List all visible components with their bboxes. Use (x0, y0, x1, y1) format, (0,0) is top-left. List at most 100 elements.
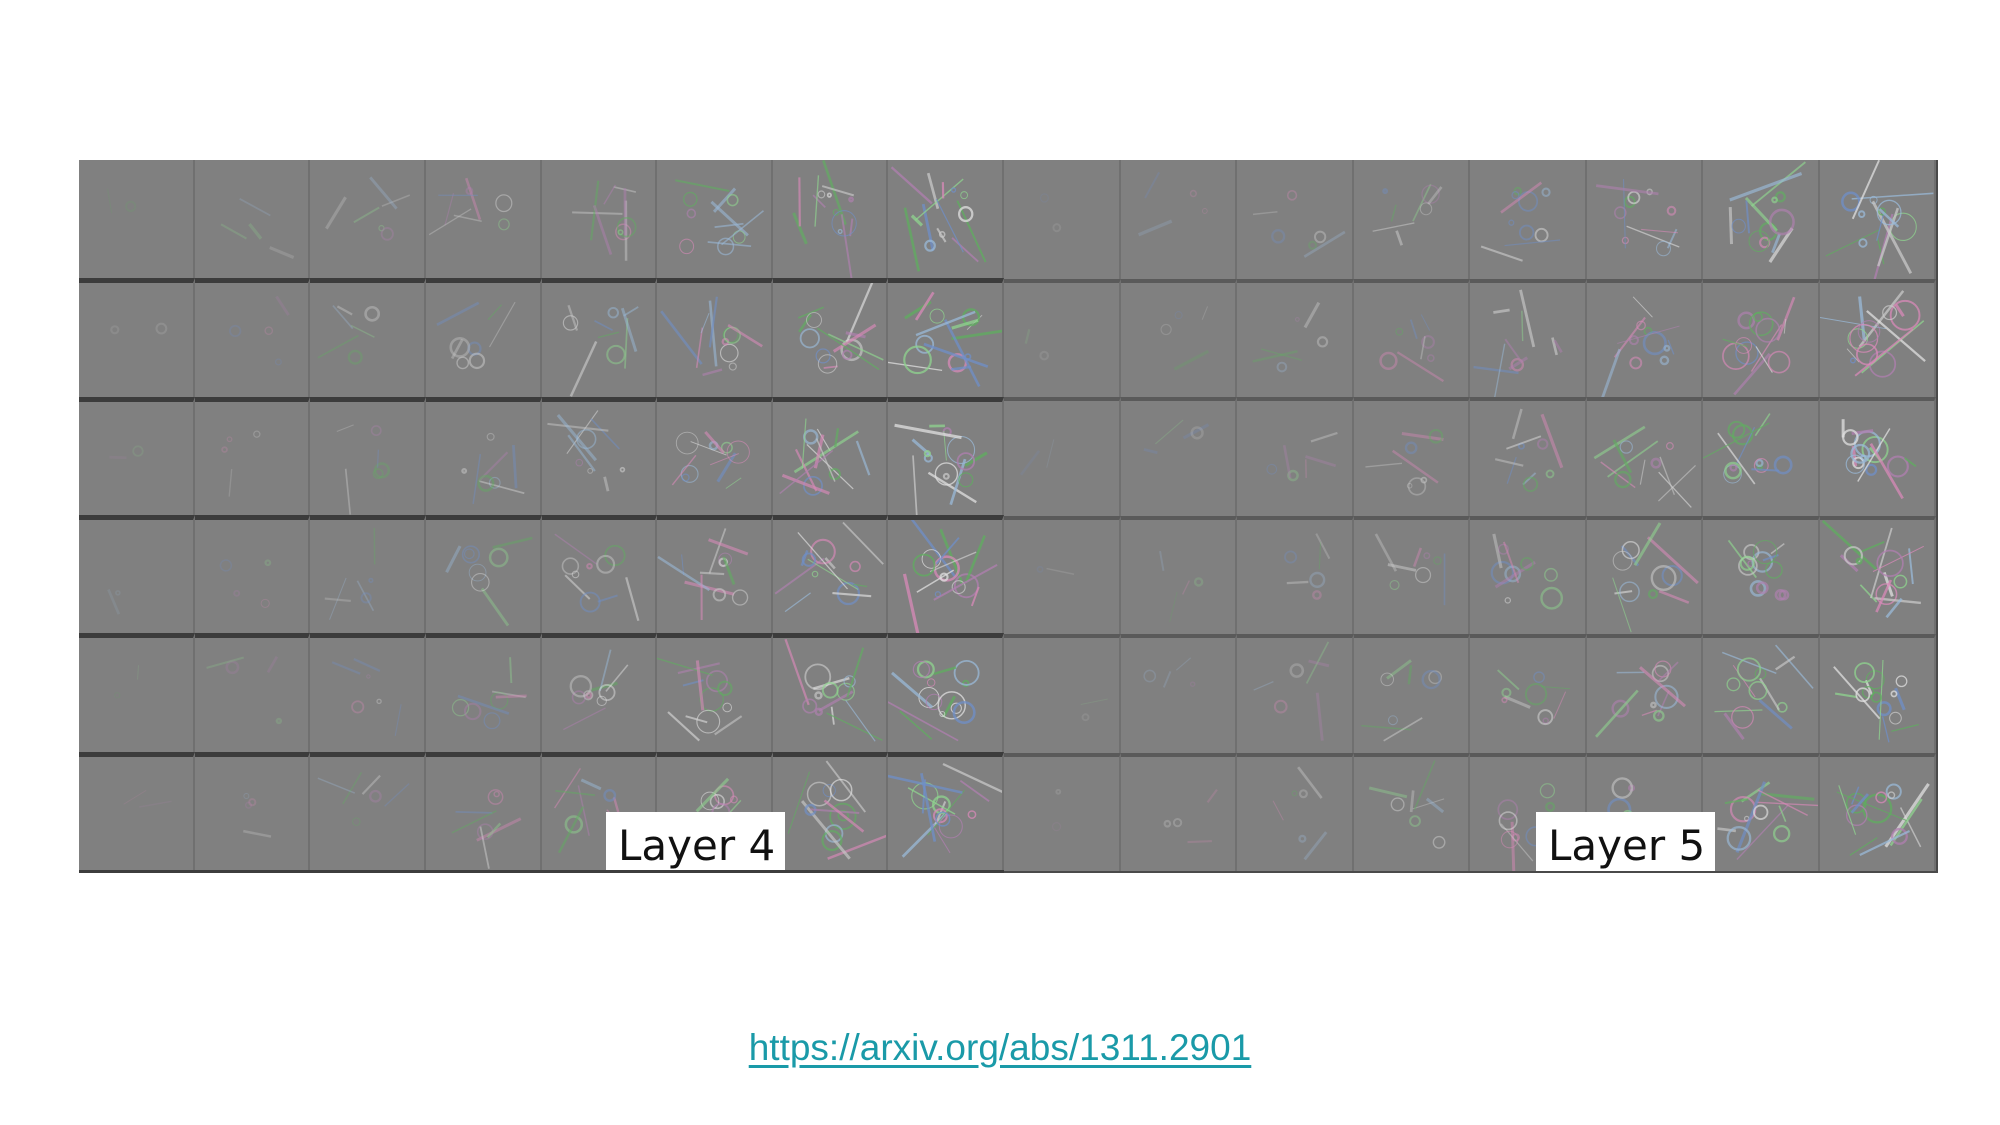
layer-4-texture-stroke (660, 310, 703, 366)
layer-4-texture-blob (967, 809, 977, 819)
layer-4-tile-texture (109, 445, 144, 459)
layer-5-texture-stroke (1168, 591, 1178, 622)
layer-5-texture-stroke (1521, 310, 1524, 341)
layer-5-texture-blob (1753, 539, 1778, 564)
layer-4-texture-stroke (238, 198, 271, 217)
layer-4-tile-texture (107, 588, 121, 615)
layer-4-texture-stroke (604, 664, 628, 693)
layer-4-texture-blob (717, 237, 735, 256)
layer-5-texture-stroke (1724, 797, 1749, 804)
layer-4-texture-stroke (944, 319, 981, 388)
layer-5-tile-texture (1600, 296, 1680, 397)
layer-5-tile-texture (1160, 305, 1209, 371)
layer-5-texture-blob (1522, 476, 1539, 493)
layer-4-texture-stroke (107, 588, 121, 615)
layer-5-grid (1004, 160, 1936, 871)
layer-5-texture-blob (1853, 662, 1875, 683)
layer-4-texture-stroke (353, 206, 380, 224)
layer-4-texture-blob (226, 436, 233, 442)
layer-5-texture-stroke (1776, 296, 1796, 341)
layer-4-texture-blob (220, 445, 228, 453)
layer-4-texture-stroke (821, 185, 854, 197)
layer-5-tile (1470, 278, 1587, 397)
layer-4-texture-blob (954, 660, 980, 687)
layer-4-tile-texture (114, 665, 140, 699)
layer-5-texture-blob (1726, 677, 1741, 692)
layer-4-texture-blob (364, 306, 381, 323)
layer-4-texture-blob (829, 778, 853, 802)
layer-5-texture-stroke (1500, 181, 1543, 214)
layer-5-texture-stroke (1186, 839, 1212, 843)
layer-5-texture-blob (1545, 801, 1556, 812)
layer-4-tile (194, 160, 311, 279)
layer-4-texture-blob (929, 308, 945, 324)
layer-4-tile-texture (110, 322, 168, 335)
layer-5-texture-blob (1419, 476, 1427, 484)
layer-4-texture-stroke (205, 656, 244, 670)
layer-5-tile-texture (1036, 565, 1075, 575)
layer-4-texture-stroke (553, 533, 597, 565)
layer-4-tile (772, 278, 889, 397)
layer-4-texture-stroke (933, 563, 998, 601)
layer-4-texture-blob (247, 797, 256, 806)
layer-4-texture-blob (960, 191, 969, 200)
layer-5-tile (1237, 752, 1354, 871)
layer-5-texture-blob (1036, 565, 1044, 573)
layer-5-texture-blob (1773, 455, 1793, 475)
layer-4-texture-blob (709, 793, 726, 809)
layer-5-texture-blob (1539, 782, 1556, 798)
layer-5-texture-blob (1840, 191, 1861, 212)
layer-5-texture-blob (1511, 190, 1520, 200)
layer-4-texture-stroke (903, 573, 920, 634)
layer-5-tile (1470, 515, 1587, 634)
layer-5-texture-blob (1501, 696, 1508, 704)
layer-5-texture-blob (1870, 691, 1882, 703)
layer-5-texture-stroke (1874, 578, 1892, 613)
layer-5-texture-stroke (1494, 560, 1536, 588)
layer-4-texture-stroke (353, 658, 381, 673)
layer-4-tile (888, 515, 1004, 634)
layer-4-texture-stroke (657, 657, 714, 677)
layer-5-texture-blob (1427, 670, 1442, 685)
layer-5-texture-stroke (1825, 228, 1880, 257)
layer-5-texture-stroke (1717, 826, 1737, 832)
layer-4-texture-stroke (228, 468, 233, 497)
arxiv-source-link[interactable]: https://arxiv.org/abs/1311.2901 (748, 1027, 1252, 1068)
layer-4-texture-blob (927, 678, 936, 688)
layer-4-texture-stroke (911, 520, 957, 578)
layer-5-texture-blob (1726, 825, 1752, 851)
layer-4-texture-blob (252, 430, 261, 438)
layer-4-texture-blob (683, 191, 698, 207)
layer-5-texture-stroke (1740, 780, 1771, 803)
layer-4-texture-stroke (556, 413, 597, 461)
layer-4-texture-stroke (812, 194, 826, 208)
layer-5-tile-texture (1360, 659, 1442, 742)
layer-5-tile (1004, 397, 1121, 516)
layer-5-texture-blob (1394, 327, 1403, 336)
layer-5-texture-stroke (1638, 666, 1686, 708)
layer-4-texture-stroke (826, 712, 883, 742)
layer-5-texture-blob (1845, 454, 1865, 474)
layer-4-texture-blob (947, 435, 976, 464)
layer-4-texture-blob (360, 592, 373, 604)
layer-4-texture-stroke (589, 417, 620, 450)
layer-5-texture-blob (1735, 336, 1753, 354)
layer-5-texture-blob (1749, 579, 1767, 597)
layer-4-texture-blob (595, 554, 615, 574)
layer-4-texture-blob (805, 312, 822, 329)
layer-5-texture-blob (1724, 461, 1742, 480)
layer-5-texture-blob (1864, 463, 1877, 476)
layer-4-tile (425, 751, 542, 870)
layer-4-texture-blob (561, 557, 579, 575)
layer-5-texture-stroke (1315, 532, 1331, 559)
layer-5-tile-texture (1368, 759, 1445, 849)
layer-4-texture-stroke (916, 569, 955, 593)
layer-4-texture-stroke (814, 175, 819, 227)
layer-4-texture-blob (799, 328, 820, 349)
layer-5-tile (1586, 515, 1703, 634)
layer-4-texture-stroke (899, 710, 933, 741)
layer-5-tile-texture (1024, 328, 1050, 360)
layer-4-texture-stroke (784, 592, 811, 613)
layer-5-texture-stroke (1374, 532, 1397, 572)
layer-5-texture-blob (1892, 574, 1907, 589)
